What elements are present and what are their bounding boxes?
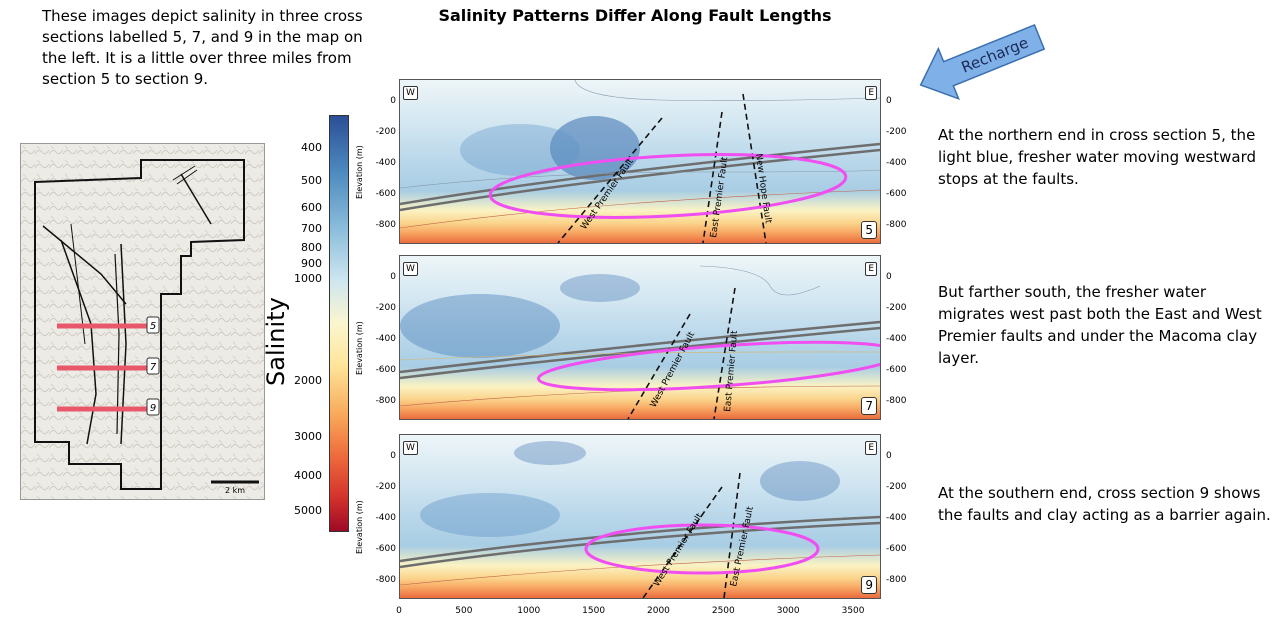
section-panel-7: West Premier Fault East Premier Fault W … (399, 255, 881, 420)
colorbar-tick: 3000 (294, 429, 322, 443)
y-tick-left: -400 (375, 158, 396, 169)
y-tick-right: -200 (886, 127, 907, 138)
colorbar-tick: 800 (301, 240, 322, 254)
fault-label: West Premier Fault (652, 511, 705, 588)
y-tick-right: -800 (886, 575, 907, 586)
x-tick: 1500 (582, 606, 606, 616)
y-tick-right: -800 (886, 396, 907, 407)
scale-label: 2 km (225, 486, 245, 495)
highlight-ellipse (536, 340, 880, 392)
y-tick-right: -600 (886, 189, 907, 200)
study-area-boundary (34, 159, 245, 490)
section-panel-5: West Premier Fault East Premier Fault Ne… (399, 79, 881, 244)
fault-line (642, 486, 723, 598)
x-tick: 1000 (517, 606, 541, 616)
map-section-label: 9 (150, 403, 156, 414)
map-section-label: 7 (150, 362, 157, 373)
fault-label: New Hope Fault (753, 153, 773, 225)
y-tick-left: 0 (390, 451, 396, 462)
clay-layer (400, 521, 880, 569)
colorbar-label: Salinity (262, 297, 290, 386)
west-label: W (403, 262, 418, 276)
note-section-9: At the southern end, cross section 9 sho… (938, 484, 1271, 524)
y-tick-right: -600 (886, 365, 907, 376)
note-section-5: At the northern end in cross section 5, … (938, 126, 1257, 188)
colorbar-tick: 5000 (294, 504, 322, 518)
colorbar-tick: 700 (301, 222, 322, 236)
intro-text: These images depict salinity in three cr… (42, 7, 363, 88)
y-tick-left: -200 (375, 303, 396, 314)
y-tick-right: 0 (886, 272, 892, 283)
recharge-arrow: Recharge (919, 23, 1046, 101)
y-axis-label: Elevation (m) (355, 145, 364, 199)
y-tick-right: -600 (886, 544, 907, 555)
east-label: E (865, 441, 877, 455)
y-tick-left: -200 (375, 482, 396, 493)
east-label: E (865, 86, 877, 100)
x-tick: 3500 (841, 606, 865, 616)
y-axis-label: Elevation (m) (355, 321, 364, 375)
colorbar-tick: 2000 (294, 373, 322, 387)
x-tick: 0 (396, 606, 402, 616)
section-badge: 7 (861, 397, 877, 415)
colorbar-tick: 400 (301, 141, 322, 155)
y-tick-left: -400 (375, 513, 396, 524)
y-tick-left: 0 (390, 272, 396, 283)
y-tick-right: -400 (886, 158, 907, 169)
recharge-arrow-shape (919, 23, 1046, 101)
y-tick-left: -200 (375, 127, 396, 138)
chart-title: Salinity Patterns Differ Along Fault Len… (438, 6, 832, 25)
section-badge: 5 (861, 221, 877, 239)
y-tick-left: -800 (375, 575, 396, 586)
y-tick-left: -800 (375, 396, 396, 407)
section-panel-9: West Premier Fault East Premier Fault W … (399, 434, 881, 599)
y-tick-left: 0 (390, 96, 396, 107)
x-tick: 2000 (647, 606, 670, 616)
y-tick-right: -800 (886, 220, 907, 231)
y-tick-right: 0 (886, 96, 892, 107)
west-label: W (403, 86, 418, 100)
colorbar-tick: 900 (301, 257, 322, 271)
y-tick-left: -600 (375, 189, 396, 200)
fault-label: East Premier Fault (729, 505, 756, 587)
highlight-ellipse (584, 523, 820, 575)
y-tick-left: -800 (375, 220, 396, 231)
location-map: 5 7 9 2 km (20, 143, 265, 500)
west-label: W (403, 441, 418, 455)
colorbar (329, 115, 349, 532)
colorbar-tick: 1000 (294, 271, 322, 285)
y-tick-left: -600 (375, 544, 396, 555)
x-tick: 2500 (711, 606, 735, 616)
x-tick: 500 (455, 606, 473, 616)
section-badge: 9 (861, 576, 877, 594)
y-tick-right: 0 (886, 451, 892, 462)
y-tick-left: -600 (375, 365, 396, 376)
fault-line (557, 117, 663, 243)
y-axis-label: Elevation (m) (355, 500, 364, 554)
x-tick: 3000 (776, 606, 800, 616)
y-tick-right: -200 (886, 482, 907, 493)
y-tick-left: -400 (375, 334, 396, 345)
colorbar-tick: 500 (301, 174, 322, 188)
highlight-ellipse (488, 153, 848, 219)
note-section-7: But farther south, the fresher water mig… (938, 283, 1262, 367)
colorbar-tick: 600 (301, 201, 322, 215)
y-tick-right: -400 (886, 513, 907, 524)
colorbar-tick: 4000 (294, 469, 322, 483)
map-section-label: 5 (150, 321, 156, 332)
east-label: E (865, 262, 877, 276)
fault-line (627, 313, 691, 419)
y-tick-right: -200 (886, 303, 907, 314)
y-tick-right: -400 (886, 334, 907, 345)
